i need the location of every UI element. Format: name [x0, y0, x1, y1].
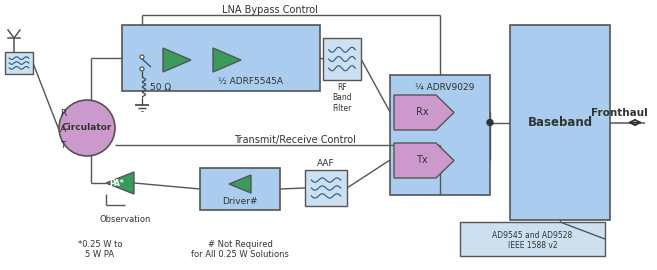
Circle shape — [59, 100, 115, 156]
Bar — [305, 170, 347, 206]
Polygon shape — [163, 48, 191, 72]
Text: RF
Band
Filter: RF Band Filter — [332, 83, 351, 113]
Polygon shape — [229, 175, 251, 193]
Bar — [323, 38, 361, 80]
Text: IEEE 1588 v2: IEEE 1588 v2 — [508, 241, 557, 251]
Circle shape — [140, 67, 144, 71]
Bar — [122, 25, 320, 91]
Text: Driver#: Driver# — [222, 197, 258, 207]
Text: Circulator: Circulator — [62, 123, 112, 133]
Text: Baseband: Baseband — [528, 116, 593, 129]
Text: Transmit/Receive Control: Transmit/Receive Control — [234, 135, 356, 145]
Text: Fronthaul: Fronthaul — [591, 107, 648, 117]
Bar — [200, 168, 280, 210]
Bar — [460, 222, 605, 256]
Text: T: T — [60, 140, 66, 150]
Text: Rx: Rx — [416, 107, 428, 117]
Text: AD9545 and AD9528: AD9545 and AD9528 — [492, 231, 573, 239]
Polygon shape — [394, 143, 454, 178]
Text: ½ ADRF5545A: ½ ADRF5545A — [218, 76, 283, 86]
Text: # Not Required
for All 0.25 W Solutions: # Not Required for All 0.25 W Solutions — [191, 240, 289, 259]
Text: PA*: PA* — [110, 178, 124, 187]
Text: 50 Ω: 50 Ω — [150, 83, 171, 92]
Polygon shape — [394, 95, 454, 130]
Circle shape — [140, 55, 144, 59]
Text: Observation: Observation — [99, 215, 150, 224]
Bar — [390, 75, 490, 195]
Bar — [510, 25, 610, 220]
Bar — [5, 52, 33, 74]
Text: Tx: Tx — [416, 155, 428, 165]
Text: *0.25 W to
5 W PA: *0.25 W to 5 W PA — [78, 240, 122, 259]
Polygon shape — [106, 172, 134, 194]
Text: ¼ ADRV9029: ¼ ADRV9029 — [415, 83, 475, 92]
Polygon shape — [213, 48, 241, 72]
Circle shape — [487, 120, 493, 126]
Text: A: A — [60, 126, 66, 134]
Text: R: R — [60, 110, 66, 119]
Text: AAF: AAF — [317, 159, 335, 168]
Text: LNA Bypass Control: LNA Bypass Control — [222, 5, 318, 15]
